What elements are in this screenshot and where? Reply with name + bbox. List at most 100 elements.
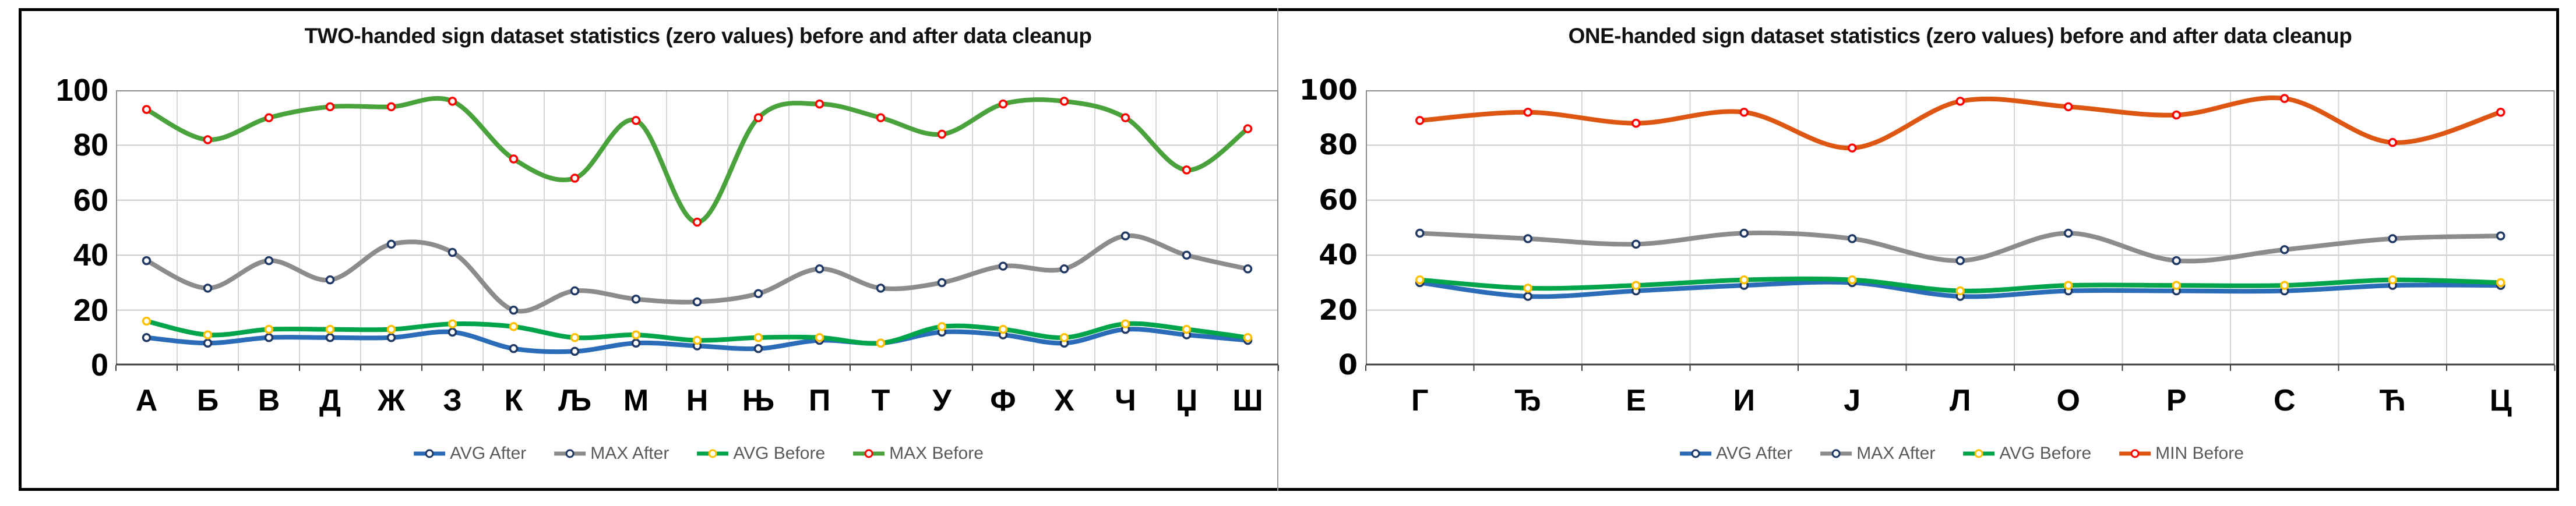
legend-swatch-icon: [1680, 449, 1712, 458]
data-point-marker: [570, 286, 580, 296]
data-point-marker: [1848, 143, 1857, 153]
x-axis-label-Ћ: Ћ: [2379, 384, 2406, 417]
y-axis-label-20: 20: [73, 292, 108, 328]
data-point-marker: [2064, 228, 2073, 238]
data-point-marker: [1523, 234, 1532, 243]
x-axis-label-У: У: [932, 384, 952, 417]
data-point-marker: [203, 284, 213, 293]
data-point-marker: [1120, 319, 1130, 328]
data-point-marker: [1739, 108, 1749, 117]
x-axis-label-Ј: Ј: [1844, 384, 1861, 417]
data-point-marker: [1182, 250, 1192, 260]
data-point-marker: [1848, 275, 1857, 285]
legend-label: MIN Before: [2155, 444, 2244, 463]
x-axis-label-Ђ: Ђ: [1514, 384, 1542, 417]
data-point-marker: [570, 346, 580, 356]
x-axis-label-И: И: [1733, 384, 1755, 417]
legend-label: MAX After: [590, 444, 669, 463]
data-point-marker: [2064, 102, 2073, 112]
legend-label: MAX After: [1856, 444, 1936, 463]
data-point-marker: [2496, 231, 2505, 240]
data-point-marker: [1523, 292, 1532, 301]
data-point-marker: [325, 333, 335, 342]
data-point-marker: [1059, 264, 1069, 274]
data-point-marker: [1243, 124, 1253, 133]
y-axis-label-80: 80: [73, 128, 108, 163]
data-point-marker: [509, 322, 519, 331]
data-point-marker: [753, 333, 763, 342]
data-point-marker: [815, 99, 824, 109]
legend-swatch-icon: [1963, 449, 1995, 458]
data-point-marker: [937, 278, 947, 288]
y-axis-label-60: 60: [73, 182, 108, 218]
x-axis-label-Ш: Ш: [1232, 384, 1263, 417]
y-axis-label-40: 40: [1319, 239, 1358, 272]
x-axis-label-П: П: [808, 384, 831, 417]
data-point-marker: [325, 275, 335, 285]
data-point-marker: [2280, 94, 2289, 103]
x-axis-label-Р: Р: [2166, 384, 2187, 417]
data-point-marker: [1631, 239, 1641, 249]
x-axis-label-В: В: [258, 384, 280, 417]
data-point-marker: [1243, 264, 1253, 274]
legend: AVG After MAX After AVG Before MAX Before: [413, 444, 984, 463]
x-axis-label-Ч: Ч: [1115, 384, 1136, 417]
legend: AVG After MAX After AVG Before MIN Before: [1679, 444, 2244, 463]
y-axis-label-40: 40: [73, 238, 108, 273]
x-axis-label-Б: Б: [196, 384, 219, 417]
x-axis-label-Н: Н: [686, 384, 709, 417]
plot-area: [1365, 90, 2556, 371]
legend-label: AVG Before: [1999, 444, 2092, 463]
data-point-marker: [203, 338, 213, 348]
data-point-marker: [1523, 284, 1532, 293]
legend-swatch-icon: [853, 449, 885, 458]
data-point-marker: [1739, 275, 1749, 285]
data-point-marker: [2172, 281, 2181, 290]
y-axis-label-100: 100: [1299, 74, 1358, 107]
legend-swatch-icon: [2119, 449, 2151, 458]
data-point-marker: [631, 338, 641, 348]
legend-label: AVG After: [450, 444, 527, 463]
plot-area: [115, 90, 1279, 371]
x-axis-label-Д: Д: [319, 384, 341, 417]
legend-item-avg-after: AVG After: [1679, 444, 1792, 463]
y-axis-label-0: 0: [1338, 349, 1358, 381]
data-point-marker: [447, 97, 457, 106]
x-axis-label-Е: Е: [1626, 384, 1647, 417]
data-point-marker: [142, 256, 151, 266]
legend-item-avg-before: AVG Before: [696, 444, 825, 463]
plot-border: [116, 90, 1278, 365]
data-point-marker: [386, 239, 396, 249]
data-point-marker: [631, 294, 641, 304]
data-point-marker: [1415, 228, 1425, 238]
legend-item-max-after: MAX After: [1819, 444, 1935, 463]
x-axis-label-Ж: Ж: [378, 384, 405, 417]
x-axis-label-Њ: Њ: [742, 384, 775, 417]
data-point-marker: [1415, 116, 1425, 125]
data-point-marker: [631, 330, 641, 339]
data-point-marker: [203, 135, 213, 144]
plot-border: [1366, 90, 2555, 365]
data-point-marker: [937, 322, 947, 331]
legend-swatch-icon: [414, 449, 446, 458]
data-point-marker: [692, 335, 702, 345]
data-point-marker: [203, 330, 213, 339]
x-axis-label-Ц: Ц: [2489, 384, 2512, 417]
x-axis-label-К: К: [504, 384, 523, 417]
data-point-marker: [753, 289, 763, 299]
data-point-marker: [1120, 113, 1130, 122]
x-axis-label-Г: Г: [1411, 384, 1429, 417]
data-point-marker: [692, 217, 702, 227]
legend-swatch-icon: [1820, 449, 1852, 458]
data-point-marker: [1243, 333, 1253, 342]
data-point-marker: [815, 333, 824, 342]
data-point-marker: [325, 102, 335, 112]
legend-item-max-after: MAX After: [553, 444, 669, 463]
legend-label: AVG Before: [733, 444, 826, 463]
legend-label: MAX Before: [889, 444, 984, 463]
data-point-marker: [2172, 256, 2181, 266]
data-point-marker: [509, 344, 519, 353]
data-point-marker: [2280, 245, 2289, 254]
x-axis-label-З: З: [443, 384, 462, 417]
x-axis-label-Љ: Љ: [558, 384, 591, 417]
